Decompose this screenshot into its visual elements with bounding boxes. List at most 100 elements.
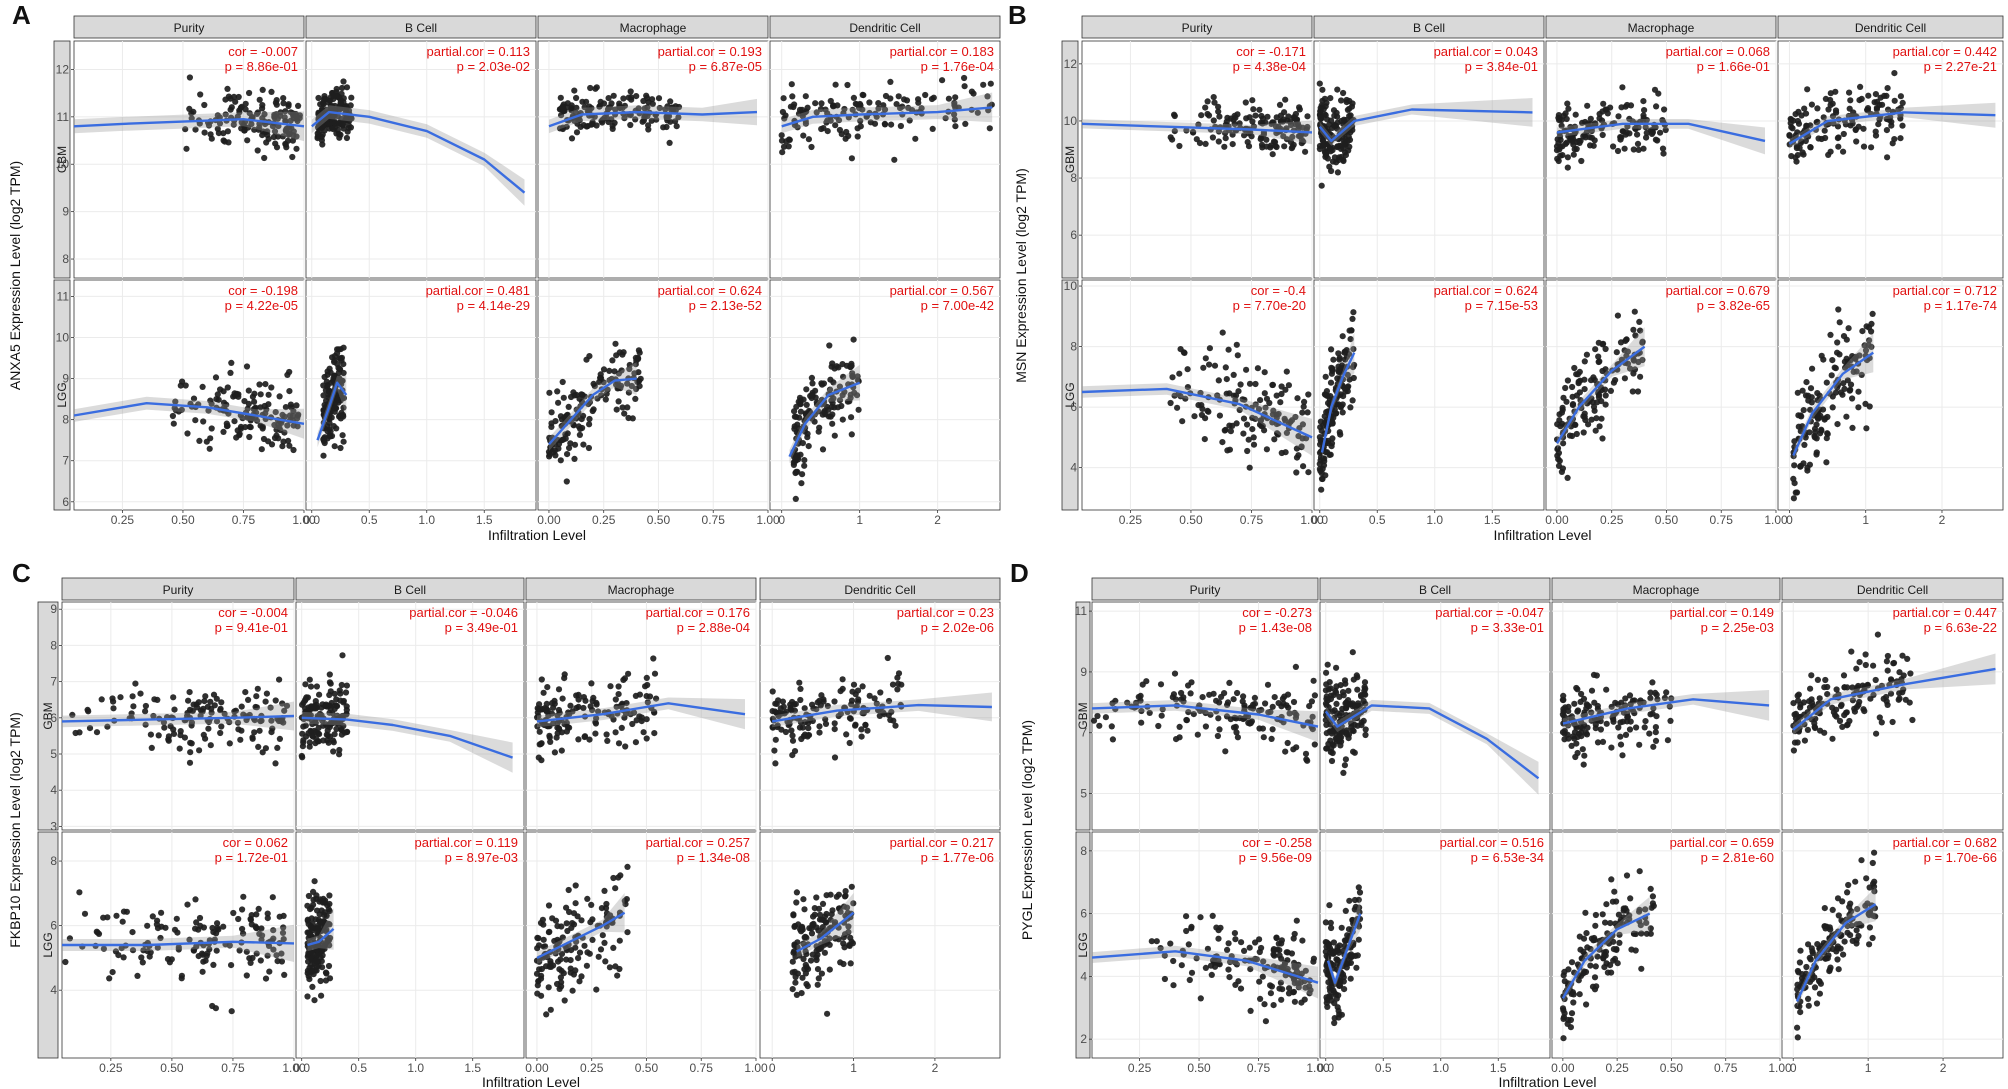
data-point — [588, 680, 595, 687]
data-point — [673, 123, 680, 130]
data-point — [586, 736, 593, 743]
data-point — [1290, 989, 1297, 996]
data-point — [629, 720, 636, 728]
data-point — [1336, 429, 1343, 436]
row-strip-gbm — [53, 40, 71, 279]
data-point — [123, 908, 130, 915]
data-point — [1214, 732, 1221, 740]
data-point — [586, 415, 593, 423]
data-point — [1884, 85, 1891, 92]
data-point — [1639, 338, 1646, 345]
x-tick-label: 0.00 — [525, 1061, 549, 1075]
data-point — [1311, 741, 1318, 748]
confidence-band — [311, 105, 525, 206]
data-point — [66, 935, 73, 942]
data-point — [655, 95, 663, 102]
x-tick-label: 0.25 — [111, 513, 135, 527]
data-point — [850, 681, 858, 688]
column-strip — [769, 15, 1001, 39]
data-point — [1350, 346, 1357, 353]
data-point — [284, 422, 291, 429]
data-point — [555, 399, 562, 406]
data-point — [1336, 942, 1343, 949]
data-point — [1219, 329, 1226, 336]
data-point — [194, 704, 201, 711]
data-point — [218, 723, 225, 730]
data-point — [623, 896, 630, 903]
data-point — [837, 688, 844, 695]
data-point — [1304, 113, 1311, 120]
data-point — [337, 690, 344, 697]
y-tick-label: 12 — [56, 62, 70, 76]
data-point — [1327, 144, 1334, 152]
data-point — [1793, 145, 1800, 152]
data-point — [628, 94, 635, 101]
data-point — [601, 939, 608, 947]
data-point — [214, 391, 221, 398]
data-point — [891, 156, 898, 163]
data-point — [1571, 123, 1578, 130]
data-point — [1642, 124, 1649, 131]
data-point — [1574, 749, 1581, 757]
correlation-label: cor = 0.062 — [223, 835, 288, 850]
data-point — [1340, 393, 1347, 400]
data-point — [1555, 112, 1562, 119]
data-point — [155, 732, 162, 739]
data-point — [186, 105, 193, 112]
data-point — [304, 694, 311, 701]
data-point — [1347, 404, 1354, 411]
data-point — [1304, 123, 1311, 131]
data-point — [1835, 143, 1842, 150]
data-point — [833, 363, 840, 370]
data-point — [1565, 105, 1572, 112]
data-point — [555, 958, 562, 965]
data-point — [812, 394, 819, 401]
data-point — [813, 894, 820, 901]
confidence-band — [1092, 700, 1318, 742]
trend-line — [61, 714, 295, 723]
data-point — [324, 116, 331, 123]
data-point — [1281, 693, 1288, 700]
data-point — [1792, 154, 1799, 161]
data-point — [1585, 421, 1592, 428]
data-point — [200, 418, 207, 425]
x-tick-label: 0.75 — [221, 1061, 245, 1075]
data-point — [1285, 382, 1292, 389]
data-point — [1295, 433, 1302, 440]
data-point — [1283, 429, 1290, 436]
data-point — [1198, 402, 1205, 409]
data-point — [309, 983, 316, 991]
data-point — [1291, 709, 1298, 716]
data-point — [1170, 982, 1177, 989]
data-point — [1855, 404, 1862, 411]
data-point — [306, 976, 313, 983]
data-point — [1326, 121, 1333, 128]
data-point — [128, 710, 135, 717]
column-strip-label: Purity — [163, 583, 194, 597]
p-value-label: p = 1.72e-01 — [215, 850, 288, 865]
data-point — [836, 126, 844, 134]
y-axis-title: ANXA5 Expression Level (log2 TPM) — [7, 161, 23, 390]
data-point — [775, 697, 782, 704]
data-point — [1108, 723, 1115, 730]
x-tick-label: 1.00 — [282, 1061, 306, 1075]
data-point — [619, 404, 626, 411]
data-point — [1254, 365, 1261, 372]
data-point — [540, 689, 547, 696]
data-point — [786, 720, 793, 728]
data-point — [781, 115, 788, 122]
data-point — [1853, 353, 1860, 360]
confidence-band — [796, 893, 854, 958]
data-point — [814, 981, 821, 988]
data-point — [1608, 744, 1615, 751]
data-point — [1624, 101, 1631, 109]
data-point — [213, 947, 220, 954]
data-point — [199, 968, 206, 975]
data-point — [314, 929, 321, 936]
data-point — [632, 739, 640, 746]
data-point — [113, 912, 120, 919]
data-point — [1094, 712, 1101, 720]
confidence-band — [1557, 119, 1765, 155]
